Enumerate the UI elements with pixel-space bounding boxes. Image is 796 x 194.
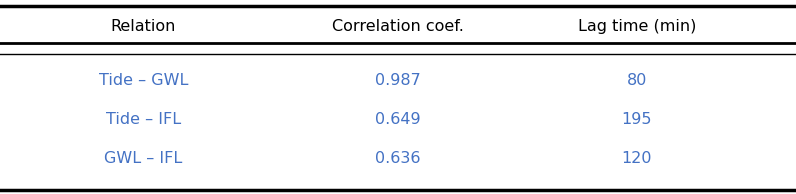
Text: 80: 80 xyxy=(626,73,647,88)
Text: 0.649: 0.649 xyxy=(375,112,421,127)
Text: GWL – IFL: GWL – IFL xyxy=(104,151,182,166)
Text: Tide – GWL: Tide – GWL xyxy=(99,73,188,88)
Text: 120: 120 xyxy=(622,151,652,166)
Text: Correlation coef.: Correlation coef. xyxy=(332,19,464,34)
Text: Lag time (min): Lag time (min) xyxy=(578,19,696,34)
Text: Tide – IFL: Tide – IFL xyxy=(106,112,181,127)
Text: 0.987: 0.987 xyxy=(375,73,421,88)
Text: 0.636: 0.636 xyxy=(375,151,421,166)
Text: Relation: Relation xyxy=(111,19,176,34)
Text: 195: 195 xyxy=(622,112,652,127)
